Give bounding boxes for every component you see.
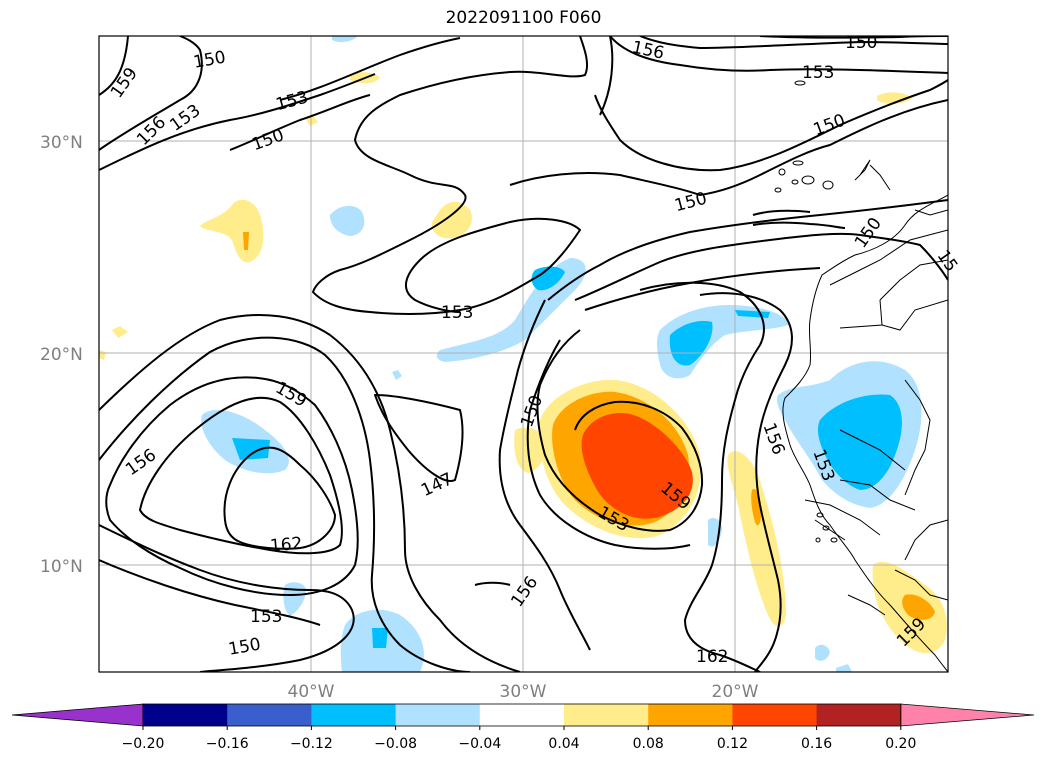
colorbar-tick-label: 0.20 (885, 736, 916, 752)
shading-positive-strip (727, 451, 786, 627)
shading-negative-11 (392, 370, 402, 380)
contour-label: 156 (758, 420, 788, 457)
shading-negative-6 (330, 205, 365, 236)
contour-label: 156 (507, 573, 542, 611)
shading-positive-8 (99, 350, 106, 360)
shading-layer (99, 36, 947, 672)
colorbar-bin (816, 704, 902, 726)
contour-labels: 159 156 153 150 150 153 150 156 150 153 … (107, 33, 961, 667)
colorbar-tick-label: −0.08 (374, 736, 417, 752)
shading-positive-3 (514, 427, 546, 473)
map-title: 2022091100 F060 (445, 8, 602, 28)
lon-label-20w: 20°W (712, 682, 759, 702)
contour-label: 153 (441, 303, 473, 323)
shading-positive-1-orange (243, 232, 249, 250)
map-frame (98, 35, 949, 673)
colorbar-tick-label: 0.12 (717, 736, 748, 752)
lon-label-40w: 40°W (288, 682, 335, 702)
contour-label: 162 (269, 534, 303, 557)
contour-label: 15 (933, 246, 962, 275)
contour-label: 153 (274, 87, 311, 115)
colorbar-bin (395, 704, 481, 726)
shading-negative-12 (836, 664, 852, 672)
lat-label-10n: 10°N (40, 557, 83, 577)
contour-label: 150 (192, 47, 227, 72)
shading-negative-1-core (232, 438, 270, 460)
contour-label: 150 (227, 634, 262, 659)
shading-negative-4-core (817, 394, 902, 490)
contour-label: 150 (811, 110, 848, 140)
colorbar-bin (648, 704, 733, 726)
contour-label: 150 (673, 189, 710, 217)
colorbar-tick-label: −0.04 (458, 736, 501, 752)
colorbar-extend-min (11, 703, 144, 727)
lat-label-30n: 30°N (40, 133, 83, 153)
contour-label: 150 (249, 125, 286, 155)
colorbar: −0.20 −0.16 −0.12 −0.08 −0.04 0.04 0.08 0.12 0.1… (11, 703, 1035, 752)
lon-label-30w: 30°W (500, 682, 547, 702)
colorbar-bin (564, 704, 649, 726)
colorbar-tick-label: −0.12 (290, 736, 333, 752)
shading-negative-10 (332, 36, 358, 43)
coastlines (774, 80, 948, 672)
shading-positive-5 (877, 92, 912, 104)
shading-negative-7 (283, 582, 306, 616)
contour-label: 156 (133, 113, 170, 150)
shading-negative-2-core (531, 266, 565, 291)
shading-negative-9 (815, 644, 830, 661)
height-contours (99, 36, 948, 672)
shading-positive-se-orange (902, 594, 935, 620)
colorbar-tick-label: −0.20 (122, 736, 165, 752)
colorbar-bin (479, 704, 565, 726)
contour-label: 153 (166, 101, 204, 136)
contour-label: 153 (802, 63, 834, 83)
contour-label: 159 (107, 64, 142, 102)
shading-negative-5-core (372, 628, 388, 648)
lat-label-20n: 20°N (40, 345, 83, 365)
latitude-labels: 30°N 20°N 10°N (40, 133, 83, 577)
colorbar-bin (732, 704, 818, 726)
colorbar-frame (142, 703, 902, 727)
shading-positive-2 (431, 201, 472, 239)
shading-positive-main-red (581, 412, 693, 519)
colorbar-tick-label: 0.04 (548, 736, 579, 752)
contour-label: 150 (845, 33, 877, 53)
longitude-labels: 40°W 30°W 20°W (288, 682, 759, 702)
colorbar-tick-label: 0.16 (801, 736, 832, 752)
colorbar-tick-label: −0.16 (206, 736, 249, 752)
contour-label: 150 (851, 214, 886, 252)
contour-label: 147 (418, 469, 456, 501)
shading-negative-3-core (669, 320, 713, 366)
shading-positive-1 (200, 199, 264, 263)
colorbar-extend-max (900, 703, 1035, 727)
colorbar-tick-label: 0.08 (633, 736, 664, 752)
contour-label: 162 (696, 647, 728, 667)
colorbar-bin (311, 704, 397, 726)
colorbar-bin (143, 704, 228, 726)
shading-positive-6 (112, 326, 128, 338)
contour-label: 153 (250, 607, 282, 627)
colorbar-bin (227, 704, 312, 726)
